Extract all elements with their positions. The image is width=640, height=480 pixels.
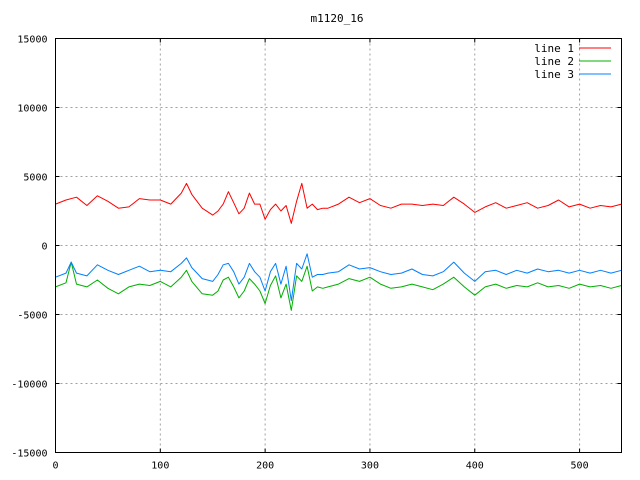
series-line-1 <box>55 182 622 224</box>
x-tick-label: 500 <box>571 461 589 472</box>
x-tick-label: 300 <box>361 461 379 472</box>
series-line-2 <box>55 261 622 311</box>
x-tick-label: 0 <box>52 461 58 472</box>
x-tick-label: 200 <box>256 461 274 472</box>
series-line-3 <box>55 253 622 302</box>
y-tick-label: 10000 <box>17 104 47 115</box>
y-tick-label: 5000 <box>23 173 47 184</box>
y-tick-label: 0 <box>41 242 47 253</box>
axis-ticks: 0 100 200 300 400 500 -15000 -10000 -5000 0 5000 10… <box>11 35 622 472</box>
x-tick-label: 100 <box>151 461 169 472</box>
grid <box>55 38 622 453</box>
y-tick-label: -10000 <box>11 380 47 391</box>
x-tick-label: 400 <box>466 461 484 472</box>
y-tick-label: 15000 <box>17 35 47 46</box>
y-tick-label: -5000 <box>17 311 47 322</box>
legend-label: line 2 <box>534 55 574 68</box>
legend-label: line 1 <box>534 42 574 55</box>
chart-title: m1120_16 <box>311 12 364 25</box>
legend-label: line 3 <box>534 68 574 81</box>
series-layer <box>55 182 622 311</box>
y-tick-label: -15000 <box>11 449 47 460</box>
